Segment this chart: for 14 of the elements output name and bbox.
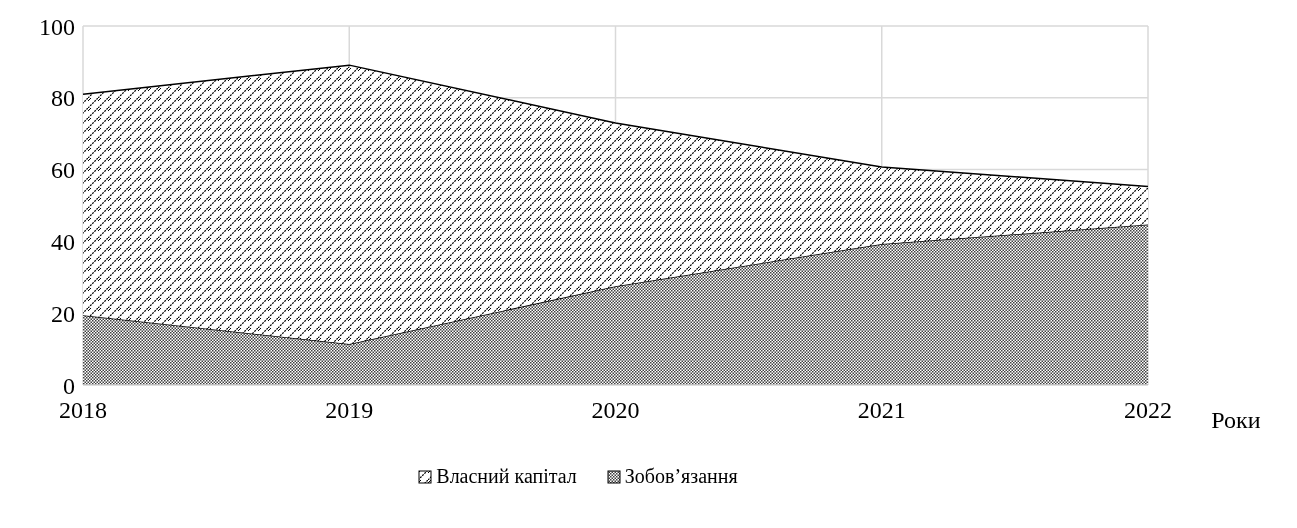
x-axis-title: Роки bbox=[1211, 407, 1261, 433]
x-tick-label: 2021 bbox=[857, 397, 906, 424]
x-tick-label: 2019 bbox=[325, 397, 374, 424]
x-tick-label: 2020 bbox=[591, 397, 640, 424]
y-tick-label: 20 bbox=[51, 300, 75, 327]
y-tick-label: 60 bbox=[51, 157, 75, 184]
y-tick-label: 40 bbox=[51, 228, 75, 255]
y-tick-label: 100 bbox=[39, 13, 75, 40]
legend-label: Зобов’язання bbox=[623, 465, 738, 488]
legend-label: Власний капітал bbox=[435, 465, 577, 488]
x-tick-label: 2018 bbox=[59, 397, 107, 424]
x-tick-label: 2022 bbox=[1124, 397, 1172, 424]
y-tick-label: 80 bbox=[51, 85, 75, 112]
y-tick-label: 0 bbox=[63, 372, 75, 399]
